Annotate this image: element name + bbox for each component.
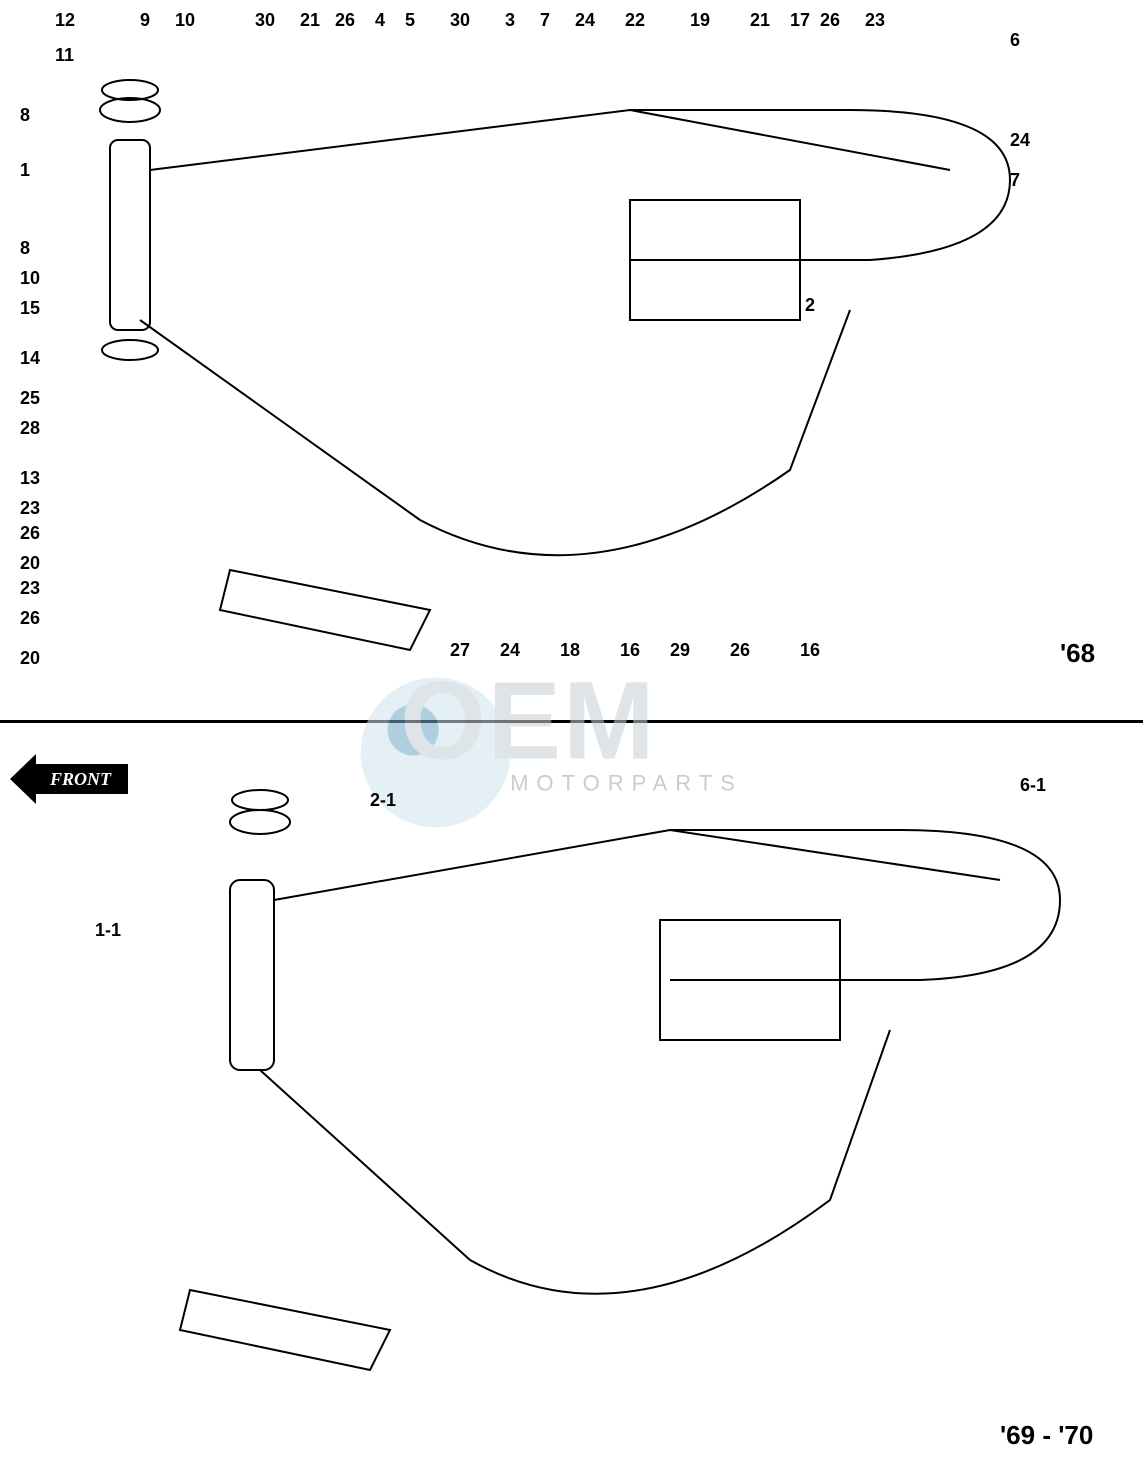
callout-top-16-44: 16 [800,640,820,661]
callout-top-8-2: 8 [20,105,30,126]
callout-top-21-20: 21 [300,10,320,31]
callout-top-25-8: 25 [20,388,40,409]
callout-top-1-3: 1 [20,160,30,181]
callout-top-24-35: 24 [1010,130,1030,151]
callout-top-10-18: 10 [175,10,195,31]
callout-top-27-38: 27 [450,640,470,661]
callout-top-6-34: 6 [1010,30,1020,51]
callout-top-9-17: 9 [140,10,150,31]
callout-top-8-4: 8 [20,238,30,259]
callout-top-2-37: 2 [805,295,815,316]
caption-bottom-year: '69 - '70 [1000,1420,1093,1451]
bottom-frame-schematic [70,770,1080,1410]
front-arrow-label: FRONT [49,769,112,789]
callout-top-24-27: 24 [575,10,595,31]
callout-top-28-9: 28 [20,418,40,439]
callout-top-3-25: 3 [505,10,515,31]
callout-top-21-30: 21 [750,10,770,31]
section-divider [0,720,1143,723]
callout-top-10-5: 10 [20,268,40,289]
callout-top-7-36: 7 [1010,170,1020,191]
page-root: FRONT OEM MOTORPARTS '68 '69 - '70 12118… [0,0,1143,1467]
caption-top-year: '68 [1060,638,1095,669]
callout-top-12-0: 12 [55,10,75,31]
front-direction-arrow: FRONT [10,750,130,808]
callout-top-13-10: 13 [20,468,40,489]
callout-top-29-42: 29 [670,640,690,661]
callout-top-26-21: 26 [335,10,355,31]
callout-top-19-29: 19 [690,10,710,31]
callout-top-26-15: 26 [20,608,40,629]
callout-bottom-6-1-2: 6-1 [1020,775,1046,796]
callout-top-23-33: 23 [865,10,885,31]
callout-top-17-31: 17 [790,10,810,31]
callout-top-15-6: 15 [20,298,40,319]
callout-top-22-28: 22 [625,10,645,31]
callout-bottom-1-1-0: 1-1 [95,920,121,941]
callout-top-30-19: 30 [255,10,275,31]
callout-top-23-14: 23 [20,578,40,599]
callout-top-7-26: 7 [540,10,550,31]
callout-top-26-43: 26 [730,640,750,661]
callout-top-23-11: 23 [20,498,40,519]
callout-top-5-23: 5 [405,10,415,31]
top-frame-schematic [70,50,1030,690]
callout-top-11-1: 11 [55,45,74,66]
callout-top-16-41: 16 [620,640,640,661]
callout-top-4-22: 4 [375,10,385,31]
callout-top-20-16: 20 [20,648,40,669]
callout-top-24-39: 24 [500,640,520,661]
callout-top-14-7: 14 [20,348,40,369]
callout-bottom-2-1-1: 2-1 [370,790,396,811]
callout-top-26-32: 26 [820,10,840,31]
callout-top-18-40: 18 [560,640,580,661]
callout-top-20-13: 20 [20,553,40,574]
callout-top-30-24: 30 [450,10,470,31]
callout-top-26-12: 26 [20,523,40,544]
